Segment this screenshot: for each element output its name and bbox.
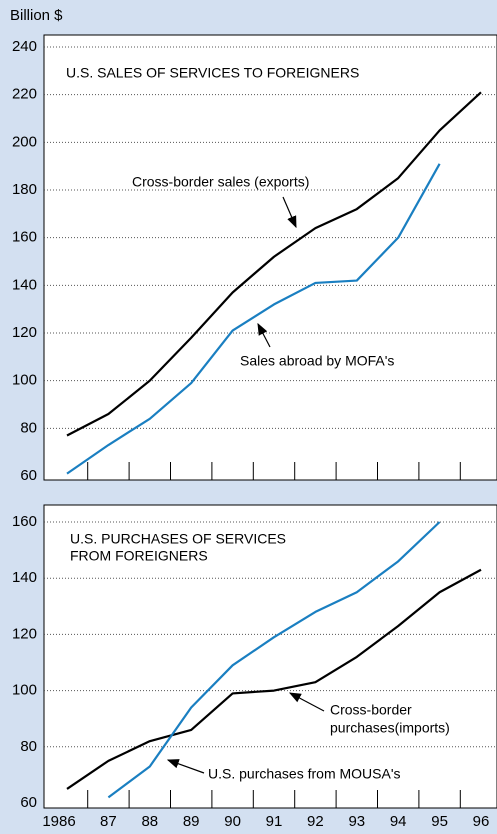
y-tick-label: 80 [20,419,37,436]
panel [43,504,497,809]
x-tick-label: 90 [224,813,241,830]
annotation: Sales abroad by MOFA's [240,353,394,369]
y-tick-label: 200 [12,133,37,150]
annotation: purchases(imports) [330,720,450,736]
panel-title: U.S. SALES OF SERVICES TO FOREIGNERS [66,65,359,81]
y-axis-label: Billion $ [10,7,63,24]
series-line [66,163,441,475]
y-tick-label: 100 [12,682,37,699]
x-tick-label: 95 [431,813,448,830]
x-tick-label: 91 [266,813,283,830]
y-tick-label: 60 [20,467,37,484]
x-tick-label: 94 [390,813,407,830]
y-tick-label: 140 [12,569,37,586]
x-tick-label: 1986 [42,813,75,830]
x-tick-label: 87 [100,813,117,830]
panel-title: U.S. PURCHASES OF SERVICES [70,531,286,547]
y-tick-label: 60 [20,794,37,811]
x-tick-label: 96 [473,813,490,830]
panel-title: FROM FOREIGNERS [70,548,208,564]
annotation-arrow [288,692,325,712]
annotation-arrow [257,322,271,348]
y-tick-label: 120 [12,625,37,642]
x-tick-label: 89 [183,813,200,830]
series-line [66,91,482,437]
y-tick-label: 220 [12,86,37,103]
x-tick-label: 92 [307,813,324,830]
y-tick-label: 100 [12,372,37,389]
annotation: Cross-border sales (exports) [132,174,309,190]
y-tick-label: 80 [20,738,37,755]
annotation-arrow [282,196,297,229]
x-tick-label: 93 [348,813,365,830]
y-tick-label: 180 [12,181,37,198]
y-tick-label: 120 [12,324,37,341]
annotation-arrow [166,759,205,774]
x-tick-label: 88 [141,813,158,830]
series-line [66,568,482,790]
y-tick-label: 160 [12,513,37,530]
y-tick-label: 160 [12,229,37,246]
y-tick-label: 140 [12,276,37,293]
y-tick-label: 240 [12,38,37,55]
panel [43,34,497,481]
annotation: Cross-border [330,702,412,718]
annotation: U.S. purchases from MOUSA's [208,766,401,782]
series-line [107,521,441,799]
